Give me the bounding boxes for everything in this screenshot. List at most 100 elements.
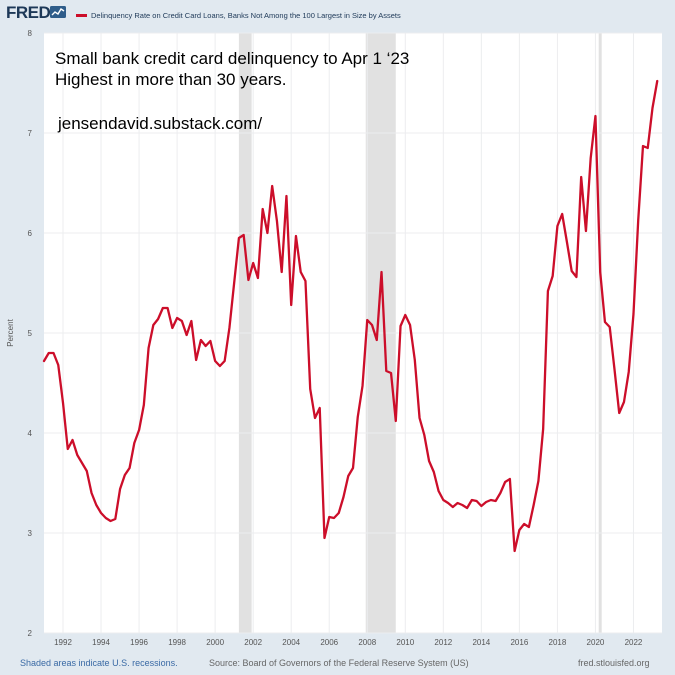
data-point (494, 500, 497, 502)
data-point (114, 518, 117, 520)
data-point (504, 481, 506, 483)
x-tick-label: 1992 (54, 638, 72, 647)
data-point (124, 474, 126, 476)
data-point (513, 550, 516, 552)
data-point (352, 467, 354, 469)
data-point (551, 275, 554, 277)
data-point (266, 232, 269, 234)
x-tick-label: 1994 (92, 638, 110, 647)
data-point (390, 372, 392, 374)
data-point (385, 370, 388, 372)
y-tick-label: 5 (28, 329, 33, 338)
data-point (318, 407, 321, 409)
data-point (475, 500, 478, 502)
data-point (233, 282, 235, 284)
data-point (47, 352, 50, 354)
data-point (485, 501, 487, 503)
data-point (238, 237, 240, 239)
recession-note-link[interactable]: Shaded areas indicate U.S. recessions. (20, 658, 178, 668)
annotation-line-2: Highest in more than 30 years. (55, 70, 287, 89)
data-point (409, 324, 411, 326)
data-point (328, 516, 331, 518)
data-point (133, 442, 136, 444)
data-point (456, 502, 459, 504)
data-point (309, 388, 312, 390)
data-point (361, 385, 364, 387)
data-point (62, 402, 64, 404)
data-point (394, 420, 397, 422)
data-point (509, 478, 511, 480)
data-point (428, 460, 430, 462)
data-point (642, 145, 644, 147)
data-point (637, 219, 640, 221)
data-point (109, 520, 112, 522)
data-point (181, 320, 183, 322)
x-tick-label: 2020 (587, 638, 605, 647)
data-point (290, 304, 293, 306)
data-point (623, 401, 625, 403)
x-tick-label: 2012 (434, 638, 452, 647)
x-tick-label: 2016 (510, 638, 528, 647)
data-point (261, 208, 264, 210)
chart-header: FRED Delinquency Rate on Credit Card Loa… (0, 0, 675, 28)
fred-logo[interactable]: FRED (6, 3, 51, 22)
x-tick-label: 2004 (282, 638, 300, 647)
data-point (599, 271, 601, 273)
data-point (299, 271, 302, 273)
data-point (461, 504, 464, 506)
data-point (57, 364, 60, 366)
data-point (375, 339, 378, 341)
data-point (547, 290, 549, 292)
data-point (333, 517, 335, 519)
data-point (71, 439, 74, 441)
data-point (276, 220, 278, 222)
y-tick-label: 2 (28, 629, 33, 638)
data-point (613, 368, 616, 370)
data-point (100, 512, 102, 514)
data-point (138, 429, 140, 431)
data-point (490, 499, 492, 501)
source-note: Source: Board of Governors of the Federa… (209, 658, 469, 668)
data-point (176, 317, 178, 319)
data-point (646, 147, 649, 149)
data-point (371, 324, 373, 326)
annotation-line-1: Small bank credit card delinquency to Ap… (55, 49, 410, 68)
y-tick-labels: 2 3 4 5 6 7 8 (28, 29, 33, 638)
series-points (43, 80, 659, 552)
data-point (200, 339, 202, 341)
data-point (223, 360, 226, 362)
x-tick-label: 2018 (549, 638, 567, 647)
y-tick-label: 3 (28, 529, 33, 538)
data-point (580, 176, 582, 178)
data-point (204, 345, 207, 347)
data-point (66, 448, 69, 450)
y-tick-label: 6 (28, 229, 33, 238)
x-tick-labels: 1992 1994 1996 1998 2000 2002 2004 2006 2008 2010… (54, 638, 643, 647)
data-point (157, 318, 159, 320)
site-link[interactable]: fred.stlouisfed.org (578, 658, 650, 668)
data-point (76, 454, 79, 456)
data-point (618, 412, 621, 414)
data-point (585, 230, 587, 232)
data-point (437, 490, 440, 492)
data-point (561, 213, 563, 215)
data-point (399, 325, 402, 327)
data-point (356, 416, 359, 418)
data-point (228, 327, 231, 329)
data-point (314, 417, 316, 419)
data-point (528, 526, 530, 528)
data-point (656, 80, 659, 82)
data-point (195, 359, 197, 361)
y-tick-label: 8 (28, 29, 33, 38)
data-point (162, 307, 164, 309)
data-point (166, 307, 169, 309)
data-point (566, 241, 568, 243)
data-point (570, 270, 573, 272)
logo-graph-icon (50, 6, 66, 18)
data-point (90, 492, 93, 494)
data-point (594, 115, 597, 117)
data-point (532, 504, 535, 506)
data-point (171, 327, 174, 329)
data-point (452, 506, 454, 508)
